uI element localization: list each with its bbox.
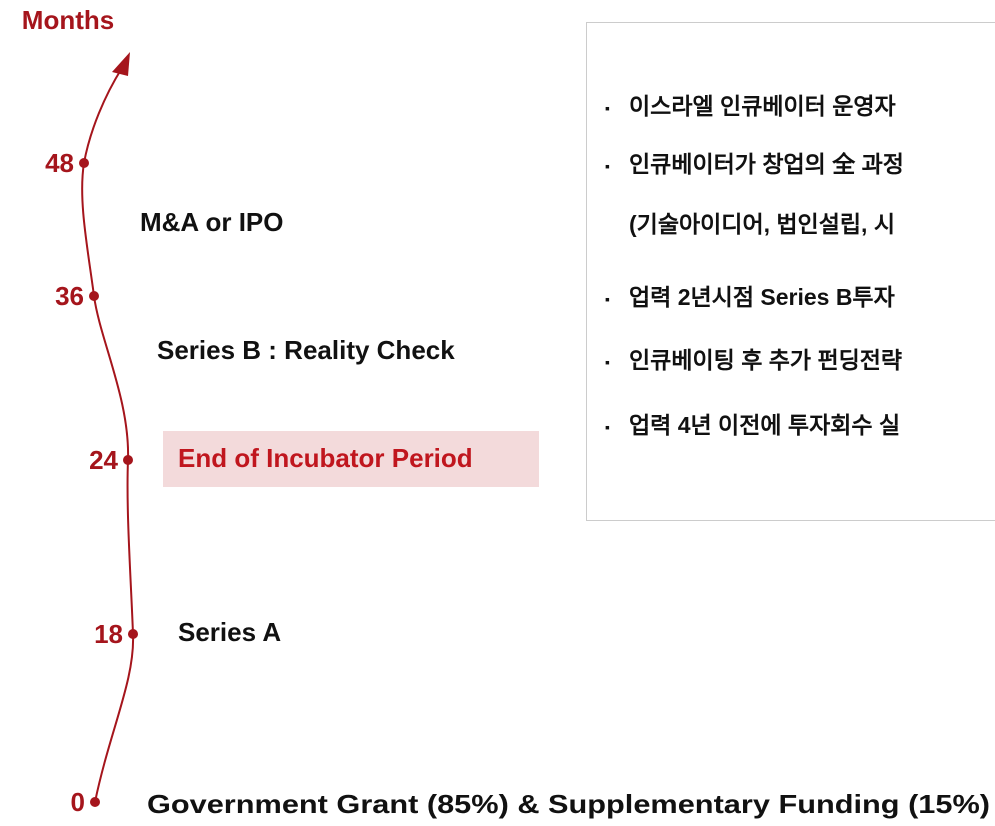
- bullet: ▪: [605, 418, 610, 435]
- month-label: 18: [94, 619, 123, 649]
- note-text: 인큐베이터가 창업의 全 과정: [629, 151, 904, 177]
- month-label: 0: [71, 787, 85, 817]
- bullet: ▪: [605, 353, 610, 370]
- note-text: 업력 4년 이전에 투자회수 실: [629, 412, 901, 438]
- note: ▪ 인큐베이터가 창업의 全 과정 (기술아이디어, 법인설립, 시: [587, 145, 904, 239]
- event-label: Government Grant (85%) & Supplementary F…: [147, 789, 990, 819]
- event-label: Series A: [178, 617, 281, 647]
- event-label: Series B : Reality Check: [157, 335, 455, 365]
- event-label: End of Incubator Period: [178, 443, 473, 473]
- note: ▪ 인큐베이팅 후 추가 펀딩전략: [587, 341, 902, 375]
- note: ▪ 업력 2년시점 Series B투자: [587, 278, 895, 312]
- milestone-dot: [89, 291, 99, 301]
- highlight: [163, 431, 539, 487]
- timeline-curve: [81, 67, 135, 803]
- note-text: 업력 2년시점 Series B투자: [629, 284, 895, 310]
- note: ▪ 업력 4년 이전에 투자회수 실: [587, 406, 900, 440]
- notes-box: ▪ 이스라엘 인큐베이터 운영자 ▪ 인큐베이터가 창업의 全 과정 (기술아이디어, …: [586, 22, 995, 521]
- milestone-dot: [128, 629, 138, 639]
- milestone-dot: [90, 797, 100, 807]
- note: ▪ 이스라엘 인큐베이터 운영자: [587, 87, 896, 121]
- event-label: M&A or IPO: [140, 207, 283, 237]
- arrow-head: [112, 52, 130, 76]
- bullet: ▪: [605, 99, 610, 116]
- bullet: ▪: [605, 157, 610, 174]
- axis-label: Months: [22, 5, 114, 35]
- bullet: ▪: [605, 290, 610, 307]
- note-text-line2: (기술아이디어, 법인설립, 시: [629, 211, 895, 237]
- note-text: 이스라엘 인큐베이터 운영자: [629, 93, 896, 119]
- note-text: 인큐베이팅 후 추가 펀딩전략: [629, 347, 903, 373]
- milestone-dot: [123, 455, 133, 465]
- milestone-dot: [79, 158, 89, 168]
- month-label: 24: [89, 445, 118, 475]
- month-label: 36: [55, 281, 84, 311]
- month-label: 48: [45, 148, 74, 178]
